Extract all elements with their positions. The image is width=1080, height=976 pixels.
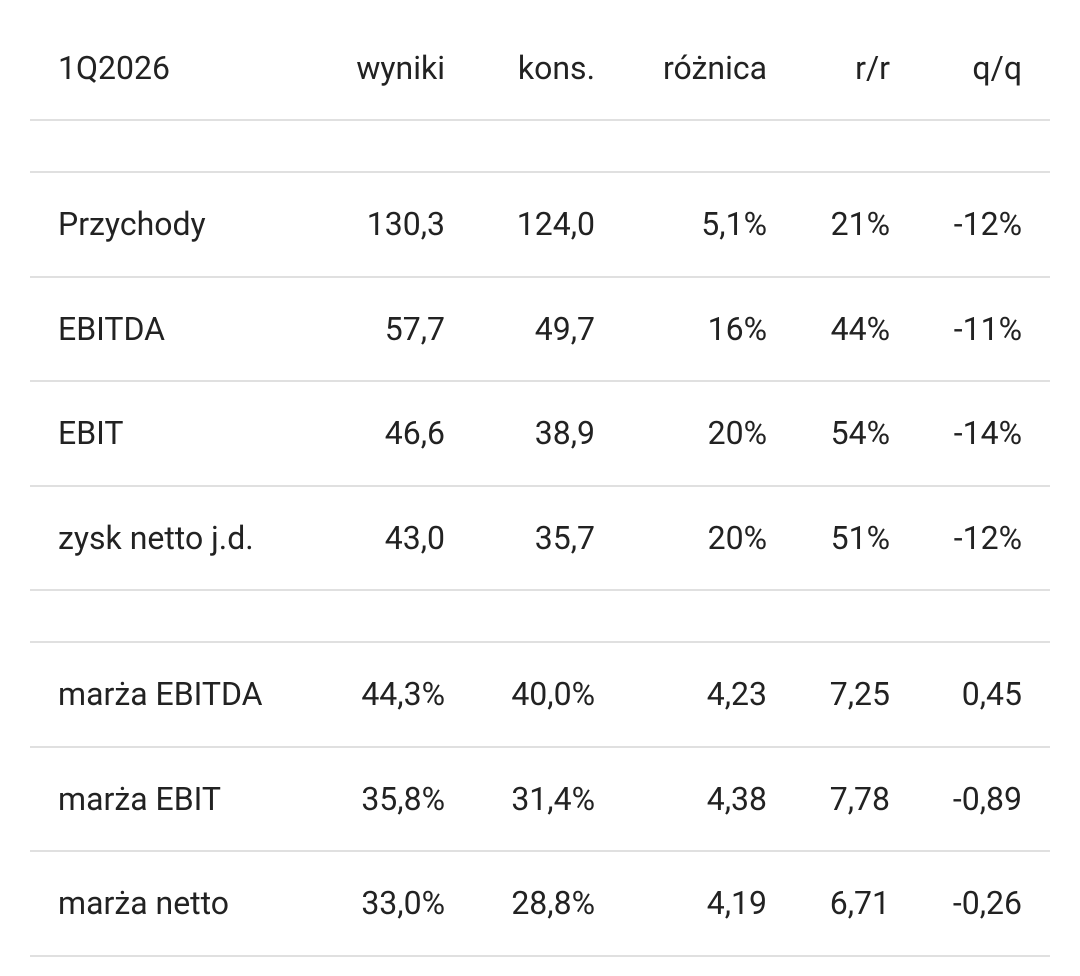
row-value: 4,19: [706, 884, 767, 923]
divider: [30, 380, 1050, 382]
row-value: 28,8%: [511, 884, 595, 923]
row-label: EBITDA: [58, 309, 166, 348]
row-label: Przychody: [58, 205, 206, 244]
row-value: 33,0%: [361, 884, 445, 923]
row-value: 35,7: [534, 518, 595, 557]
row-value: 16%: [707, 309, 767, 348]
divider: [30, 641, 1050, 643]
row-value: 21%: [830, 205, 890, 244]
row-label: marża netto: [58, 884, 230, 923]
row-value: 51%: [830, 518, 890, 557]
header-value: wyniki: [356, 49, 445, 87]
row-value: 38,9: [534, 414, 595, 453]
row-value: 20%: [707, 414, 767, 453]
row-value: 7,25: [829, 675, 890, 714]
divider: [30, 954, 1050, 957]
row-value: 31,4%: [511, 779, 595, 818]
row-value: -11%: [953, 309, 1022, 348]
row-value: 124,0: [516, 205, 595, 244]
row-value: -12%: [953, 205, 1022, 244]
header-label: 1Q2026: [58, 49, 170, 87]
row-value: 40,0%: [511, 675, 595, 714]
row-value: -12%: [953, 518, 1022, 557]
row-value: 44,3%: [361, 675, 445, 714]
row-label: marża EBITDA: [58, 675, 263, 714]
row-value: 44%: [830, 309, 890, 348]
row-value: 49,7: [534, 309, 595, 348]
row-value: 43,0: [384, 518, 445, 557]
row-value: 35,8%: [361, 779, 445, 818]
row-value: 4,38: [706, 779, 767, 818]
divider: [30, 275, 1050, 278]
row-value: 57,7: [384, 309, 445, 348]
row-value: 5,1%: [701, 205, 767, 244]
header-value: różnica: [662, 49, 767, 87]
row-value: 54%: [830, 414, 890, 453]
row-value: 7,78: [829, 779, 890, 818]
row-value: 130,3: [366, 205, 445, 244]
row-value: 6,71: [829, 884, 890, 923]
row-value: 20%: [707, 518, 767, 557]
row-value: -0,89: [952, 779, 1022, 818]
divider: [30, 119, 1050, 121]
header-value: q/q: [972, 49, 1022, 87]
divider: [30, 589, 1050, 591]
divider: [30, 745, 1050, 748]
row-value: -0,26: [952, 884, 1022, 923]
row-value: 46,6: [384, 414, 445, 453]
row-value: 4,23: [706, 675, 767, 714]
row-label: marża EBIT: [58, 779, 221, 818]
divider: [30, 171, 1050, 173]
row-value: -14%: [953, 414, 1022, 453]
row-value: 0,45: [961, 675, 1022, 714]
row-label: zysk netto j.d.: [58, 518, 254, 557]
divider: [30, 484, 1050, 487]
divider: [30, 850, 1050, 852]
header-value: r/r: [855, 49, 890, 87]
row-label: EBIT: [58, 414, 124, 453]
header-value: kons.: [517, 49, 595, 87]
